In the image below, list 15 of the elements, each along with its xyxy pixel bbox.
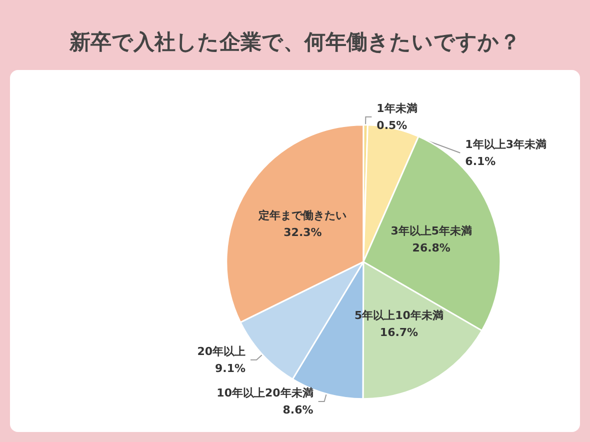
slice-label: 20年以上	[197, 344, 246, 358]
data-label: 16.7%	[380, 326, 418, 339]
data-label: 0.5%	[376, 118, 408, 132]
slice-label: 3年以上5年未満	[390, 224, 472, 238]
data-label: 26.8%	[412, 242, 450, 255]
slice-label: 5年以上10年未満	[354, 308, 444, 322]
data-label: 8.6%	[282, 403, 314, 416]
data-label: 6.1%	[465, 154, 496, 168]
data-label: 32.3%	[284, 226, 322, 240]
slice-label: 1年以上3年未満	[465, 138, 546, 151]
chart-title: 新卒で入社した企業で、何年働きたいですか？	[68, 29, 522, 56]
data-label: 9.1%	[215, 362, 246, 375]
slice-label: 1年未満	[376, 102, 418, 115]
slice-label: 10年以上20年未満	[216, 386, 314, 400]
slice-label: 定年まで働きたい	[258, 209, 347, 222]
